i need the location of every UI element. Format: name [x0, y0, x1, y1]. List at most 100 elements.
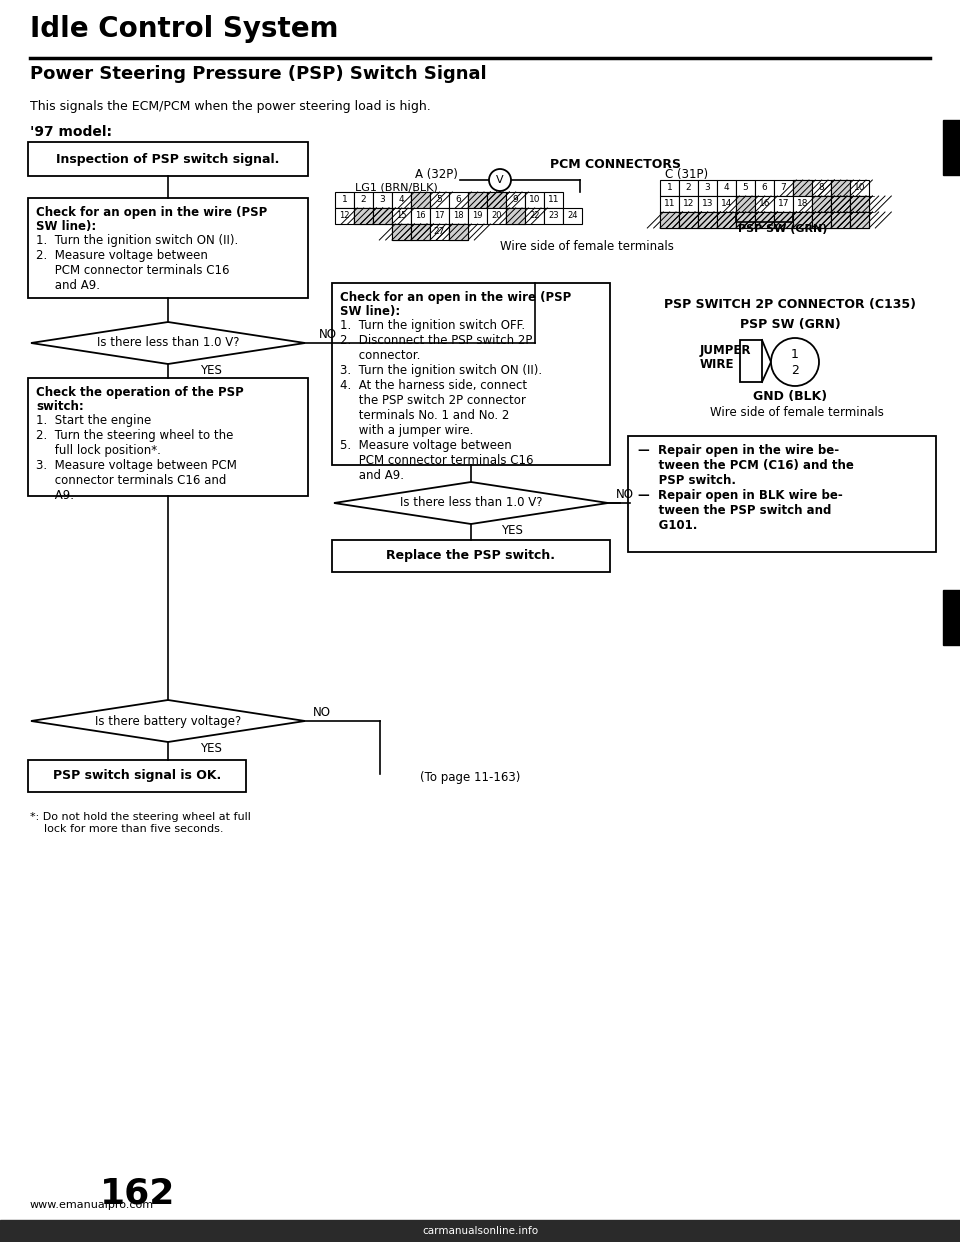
- Bar: [831, 196, 850, 212]
- Text: PSP SWITCH 2P CONNECTOR (C135): PSP SWITCH 2P CONNECTOR (C135): [664, 298, 916, 310]
- Text: LG1 (BRN/BLK): LG1 (BRN/BLK): [355, 183, 438, 193]
- Polygon shape: [334, 482, 608, 524]
- Text: A (32P): A (32P): [415, 168, 458, 181]
- Text: PSP switch signal is OK.: PSP switch signal is OK.: [53, 770, 221, 782]
- Bar: [354, 207, 373, 224]
- Bar: [679, 196, 698, 212]
- Text: 16: 16: [415, 211, 426, 221]
- Bar: [449, 224, 468, 240]
- Bar: [411, 224, 430, 240]
- Text: *: Do not hold the steering wheel at full
    lock for more than five seconds.: *: Do not hold the steering wheel at ful…: [30, 812, 251, 833]
- Text: 15: 15: [396, 211, 407, 221]
- Bar: [544, 207, 563, 224]
- Bar: [812, 196, 831, 212]
- Bar: [28, 142, 308, 176]
- Text: 6: 6: [456, 195, 462, 205]
- Text: Is there less than 1.0 V?: Is there less than 1.0 V?: [97, 337, 239, 349]
- Bar: [354, 193, 373, 207]
- Text: SW line):: SW line):: [340, 306, 400, 318]
- Bar: [831, 196, 850, 212]
- Text: Check for an open in the wire (PSP: Check for an open in the wire (PSP: [36, 206, 267, 219]
- Bar: [850, 196, 869, 212]
- Text: NO: NO: [319, 328, 337, 340]
- Bar: [679, 212, 698, 229]
- Text: 11: 11: [548, 195, 560, 205]
- Text: 27: 27: [434, 227, 445, 236]
- Bar: [736, 180, 755, 196]
- Bar: [793, 180, 812, 196]
- Bar: [335, 193, 354, 207]
- Text: V: V: [496, 175, 504, 185]
- Text: 1.  Turn the ignition switch OFF.
2.  Disconnect the PSP switch 2P
     connecto: 1. Turn the ignition switch OFF. 2. Disc…: [340, 319, 542, 482]
- Bar: [774, 180, 793, 196]
- Text: Idle Control System: Idle Control System: [30, 15, 339, 43]
- Bar: [736, 212, 755, 229]
- Text: Is there less than 1.0 V?: Is there less than 1.0 V?: [399, 497, 542, 509]
- Text: Check the operation of the PSP: Check the operation of the PSP: [36, 386, 244, 399]
- Circle shape: [771, 338, 819, 386]
- Text: 14: 14: [721, 200, 732, 209]
- Text: Wire side of female terminals: Wire side of female terminals: [710, 406, 884, 419]
- Text: C (31P): C (31P): [665, 168, 708, 181]
- Bar: [717, 196, 736, 212]
- Bar: [943, 120, 960, 175]
- Circle shape: [489, 169, 511, 191]
- Bar: [793, 196, 812, 212]
- Text: SW line):: SW line):: [36, 220, 96, 233]
- Bar: [850, 180, 869, 196]
- Bar: [755, 180, 774, 196]
- Bar: [736, 196, 755, 212]
- Text: 20: 20: [492, 211, 502, 221]
- Text: 1: 1: [791, 348, 799, 360]
- Bar: [774, 212, 793, 229]
- Bar: [717, 212, 736, 229]
- Bar: [812, 212, 831, 229]
- Bar: [812, 196, 831, 212]
- Bar: [831, 180, 850, 196]
- Bar: [660, 196, 679, 212]
- Text: 11: 11: [663, 200, 675, 209]
- Bar: [487, 207, 506, 224]
- Text: Replace the PSP switch.: Replace the PSP switch.: [387, 549, 556, 563]
- Text: 162: 162: [100, 1176, 176, 1210]
- Bar: [506, 193, 525, 207]
- Text: PCM CONNECTORS: PCM CONNECTORS: [549, 158, 681, 171]
- Bar: [373, 193, 392, 207]
- Bar: [430, 224, 449, 240]
- Bar: [850, 196, 869, 212]
- Bar: [449, 193, 468, 207]
- Text: YES: YES: [501, 524, 523, 538]
- Bar: [544, 193, 563, 207]
- Polygon shape: [31, 322, 305, 364]
- Bar: [468, 207, 487, 224]
- Bar: [774, 212, 793, 229]
- Bar: [698, 196, 717, 212]
- Bar: [831, 212, 850, 229]
- Bar: [392, 207, 411, 224]
- Text: Inspection of PSP switch signal.: Inspection of PSP switch signal.: [57, 153, 279, 165]
- Polygon shape: [31, 700, 305, 741]
- Text: JUMPER: JUMPER: [700, 344, 752, 356]
- Text: Is there battery voltage?: Is there battery voltage?: [95, 714, 241, 728]
- Text: GND (BLK): GND (BLK): [753, 390, 828, 402]
- Bar: [373, 207, 392, 224]
- Text: 18: 18: [797, 200, 808, 209]
- Bar: [812, 180, 831, 196]
- Bar: [430, 207, 449, 224]
- Text: (To page 11-163): (To page 11-163): [420, 771, 520, 785]
- Bar: [392, 224, 411, 240]
- Bar: [755, 212, 774, 229]
- Text: 16: 16: [758, 200, 770, 209]
- Text: 17: 17: [778, 200, 789, 209]
- Text: NO: NO: [313, 705, 331, 719]
- Bar: [411, 193, 430, 207]
- Text: 3: 3: [705, 184, 710, 193]
- Text: 18: 18: [453, 211, 464, 221]
- Text: 19: 19: [472, 211, 483, 221]
- Bar: [392, 224, 411, 240]
- Bar: [698, 212, 717, 229]
- Bar: [335, 207, 354, 224]
- Bar: [740, 340, 762, 383]
- Text: 1: 1: [666, 184, 672, 193]
- Bar: [373, 207, 392, 224]
